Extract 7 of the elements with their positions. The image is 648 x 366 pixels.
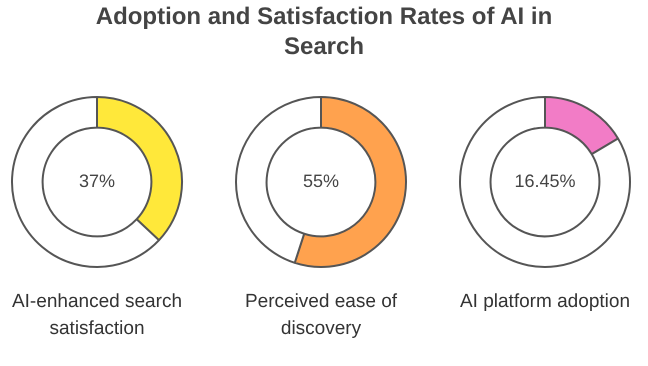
data-label: 37% (78, 170, 116, 191)
data-label: 16.45% (514, 170, 576, 191)
data-label: 55% (302, 170, 340, 191)
text: AI platform adoption (460, 291, 630, 312)
text: Adoption and Satisfaction Rates of AI in Search (94, 2, 554, 62)
text: Perceived ease of discovery (244, 291, 398, 339)
text: AI-enhanced search satisfaction (12, 291, 182, 339)
